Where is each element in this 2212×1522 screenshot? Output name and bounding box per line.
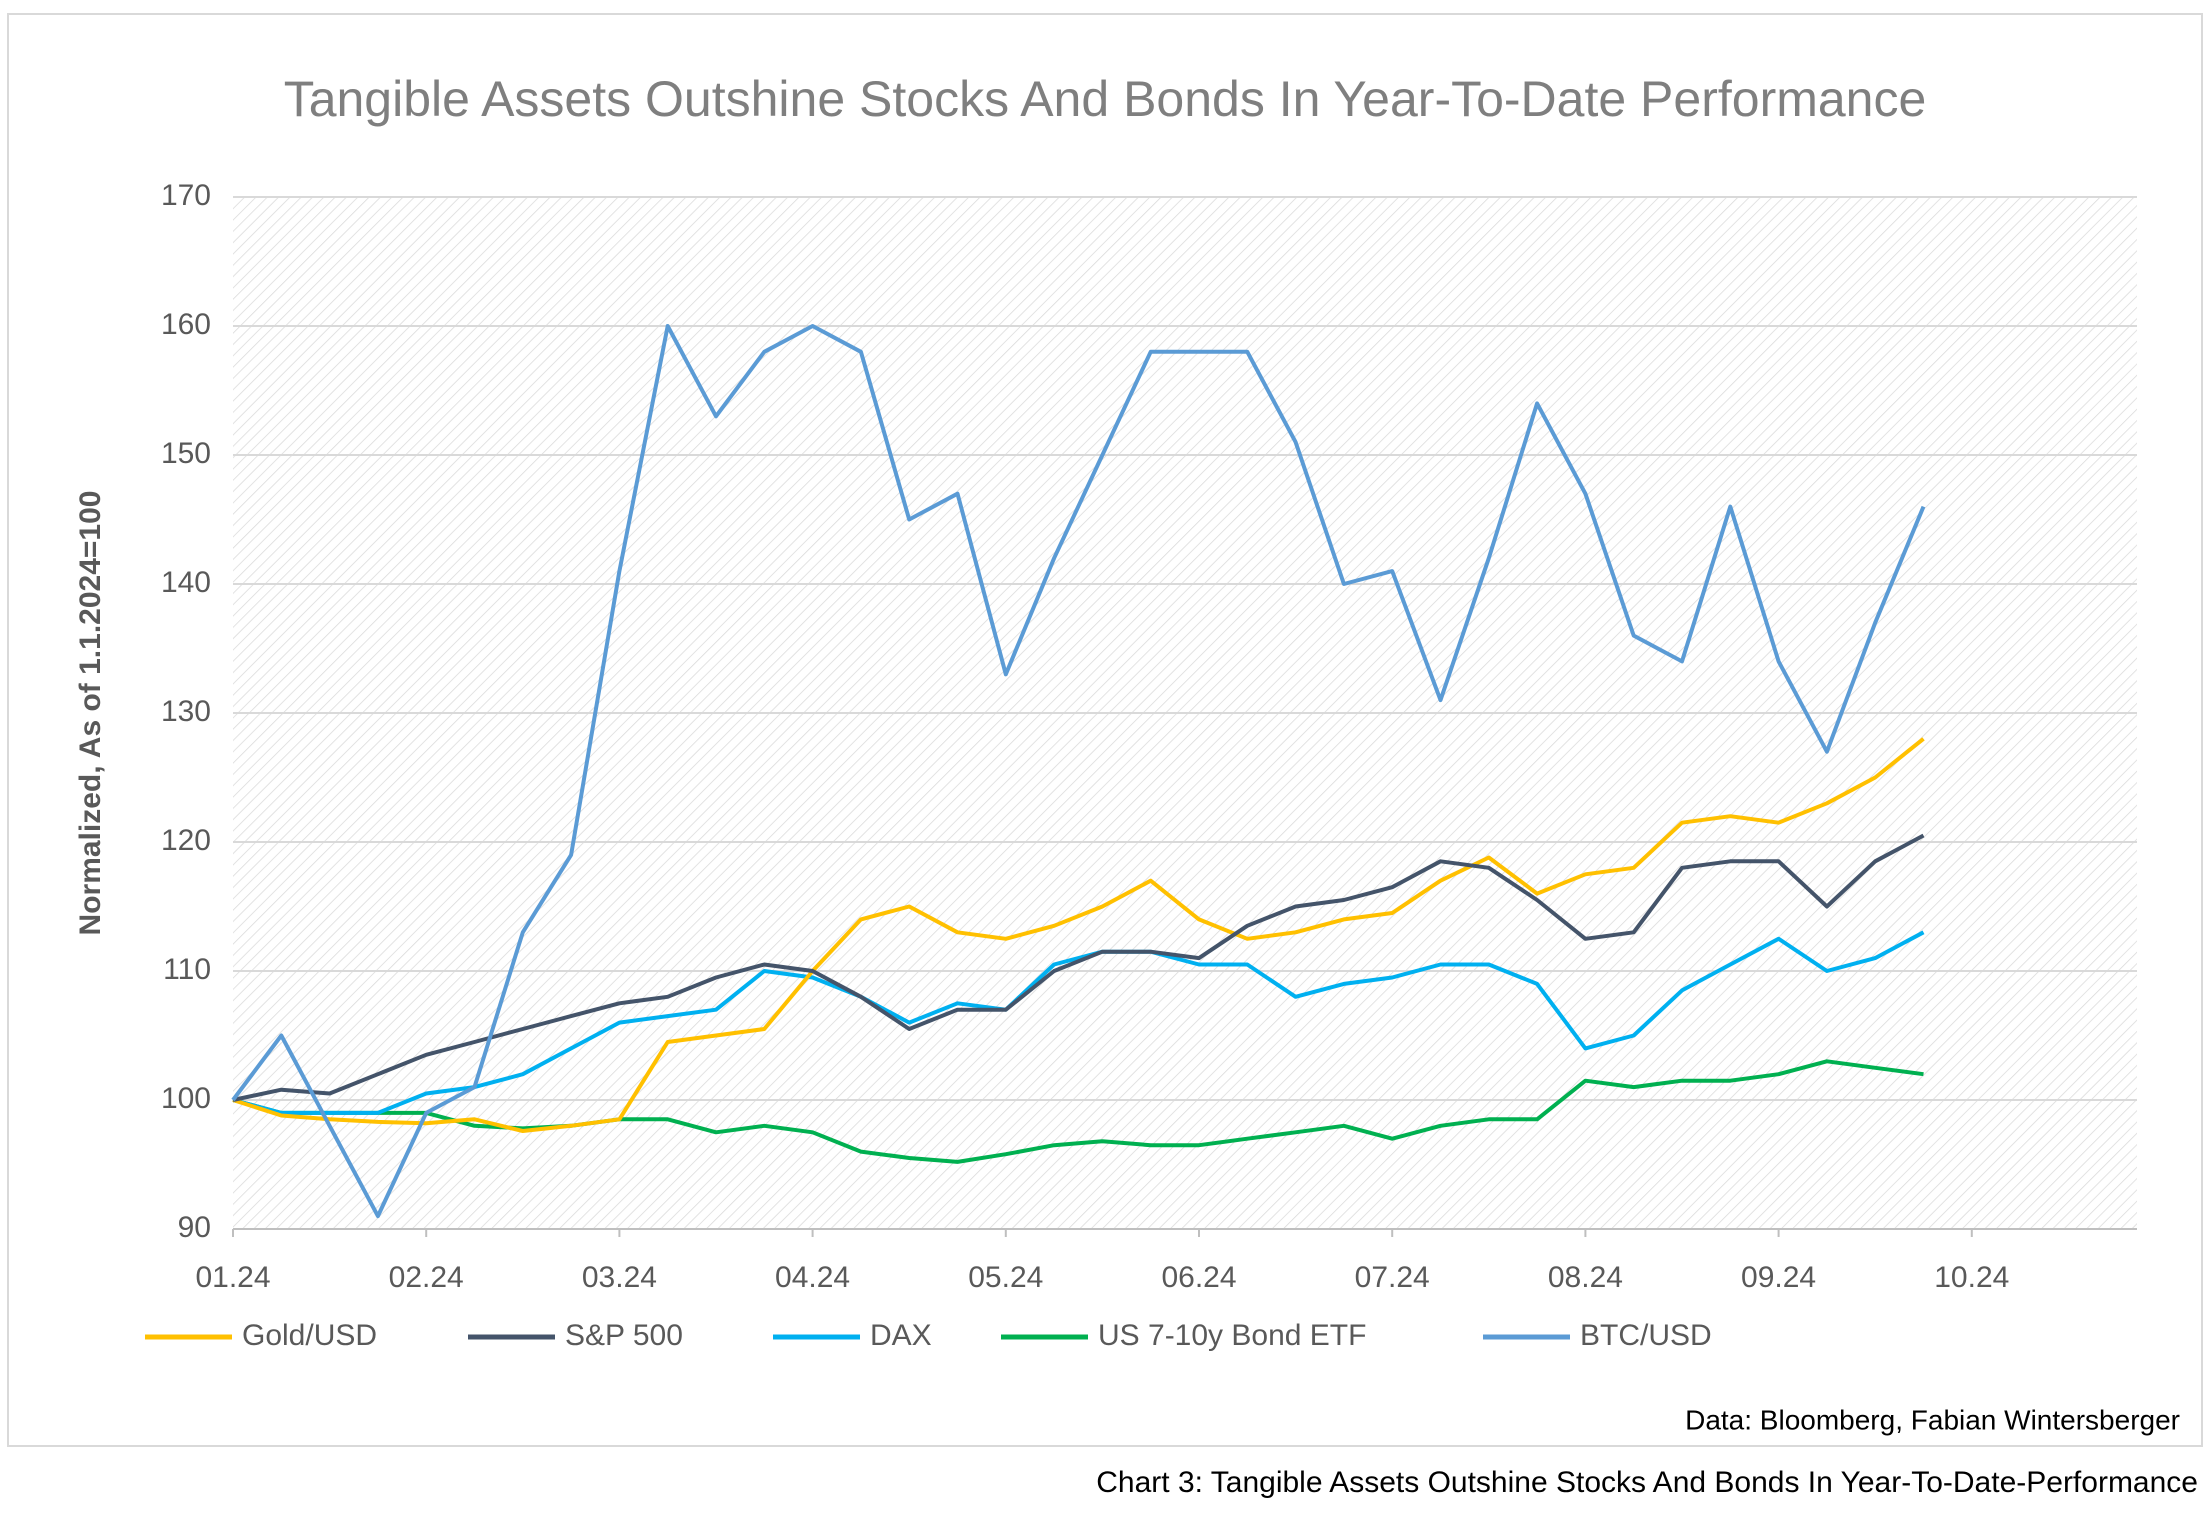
series-line (232, 737, 1925, 1133)
x-tick-label: 07.24 (1355, 1261, 1430, 1294)
series-line (232, 833, 1925, 1102)
x-tick-label: 02.24 (389, 1261, 464, 1294)
x-tick-label: 03.24 (582, 1261, 657, 1294)
legend-label: Gold/USD (242, 1319, 377, 1352)
y-tick-label: 90 (178, 1211, 211, 1244)
chart-title: Tangible Assets Outshine Stocks And Bond… (284, 71, 1927, 127)
legend-label: DAX (870, 1319, 932, 1352)
legend-label: US 7-10y Bond ETF (1098, 1319, 1366, 1352)
y-tick-label: 140 (161, 566, 211, 599)
y-tick-label: 150 (161, 437, 211, 470)
series-line (232, 930, 1925, 1115)
y-tick-label: 170 (161, 179, 211, 212)
x-tick-label: 10.24 (1934, 1261, 2009, 1294)
series-line (231, 324, 1926, 1219)
x-tick-label: 04.24 (775, 1261, 850, 1294)
legend-label: S&P 500 (565, 1319, 683, 1352)
y-axis-label: Normalized, As of 1.1.2024=100 (74, 491, 107, 936)
y-tick-label: 110 (163, 953, 211, 986)
x-tick-label: 09.24 (1741, 1261, 1816, 1294)
x-tick-label: 05.24 (968, 1261, 1043, 1294)
legend-label: BTC/USD (1580, 1319, 1712, 1352)
y-tick-label: 130 (161, 695, 211, 728)
y-tick-label: 100 (161, 1082, 211, 1115)
y-tick-label: 160 (161, 308, 211, 341)
x-tick-label: 08.24 (1548, 1261, 1623, 1294)
source-note: Data: Bloomberg, Fabian Wintersberger (1685, 1404, 2180, 1435)
x-tick-label: 06.24 (1161, 1261, 1236, 1294)
caption: Chart 3: Tangible Assets Outshine Stocks… (1096, 1466, 2198, 1499)
y-tick-label: 120 (161, 824, 211, 857)
x-tick-label: 01.24 (195, 1261, 270, 1294)
